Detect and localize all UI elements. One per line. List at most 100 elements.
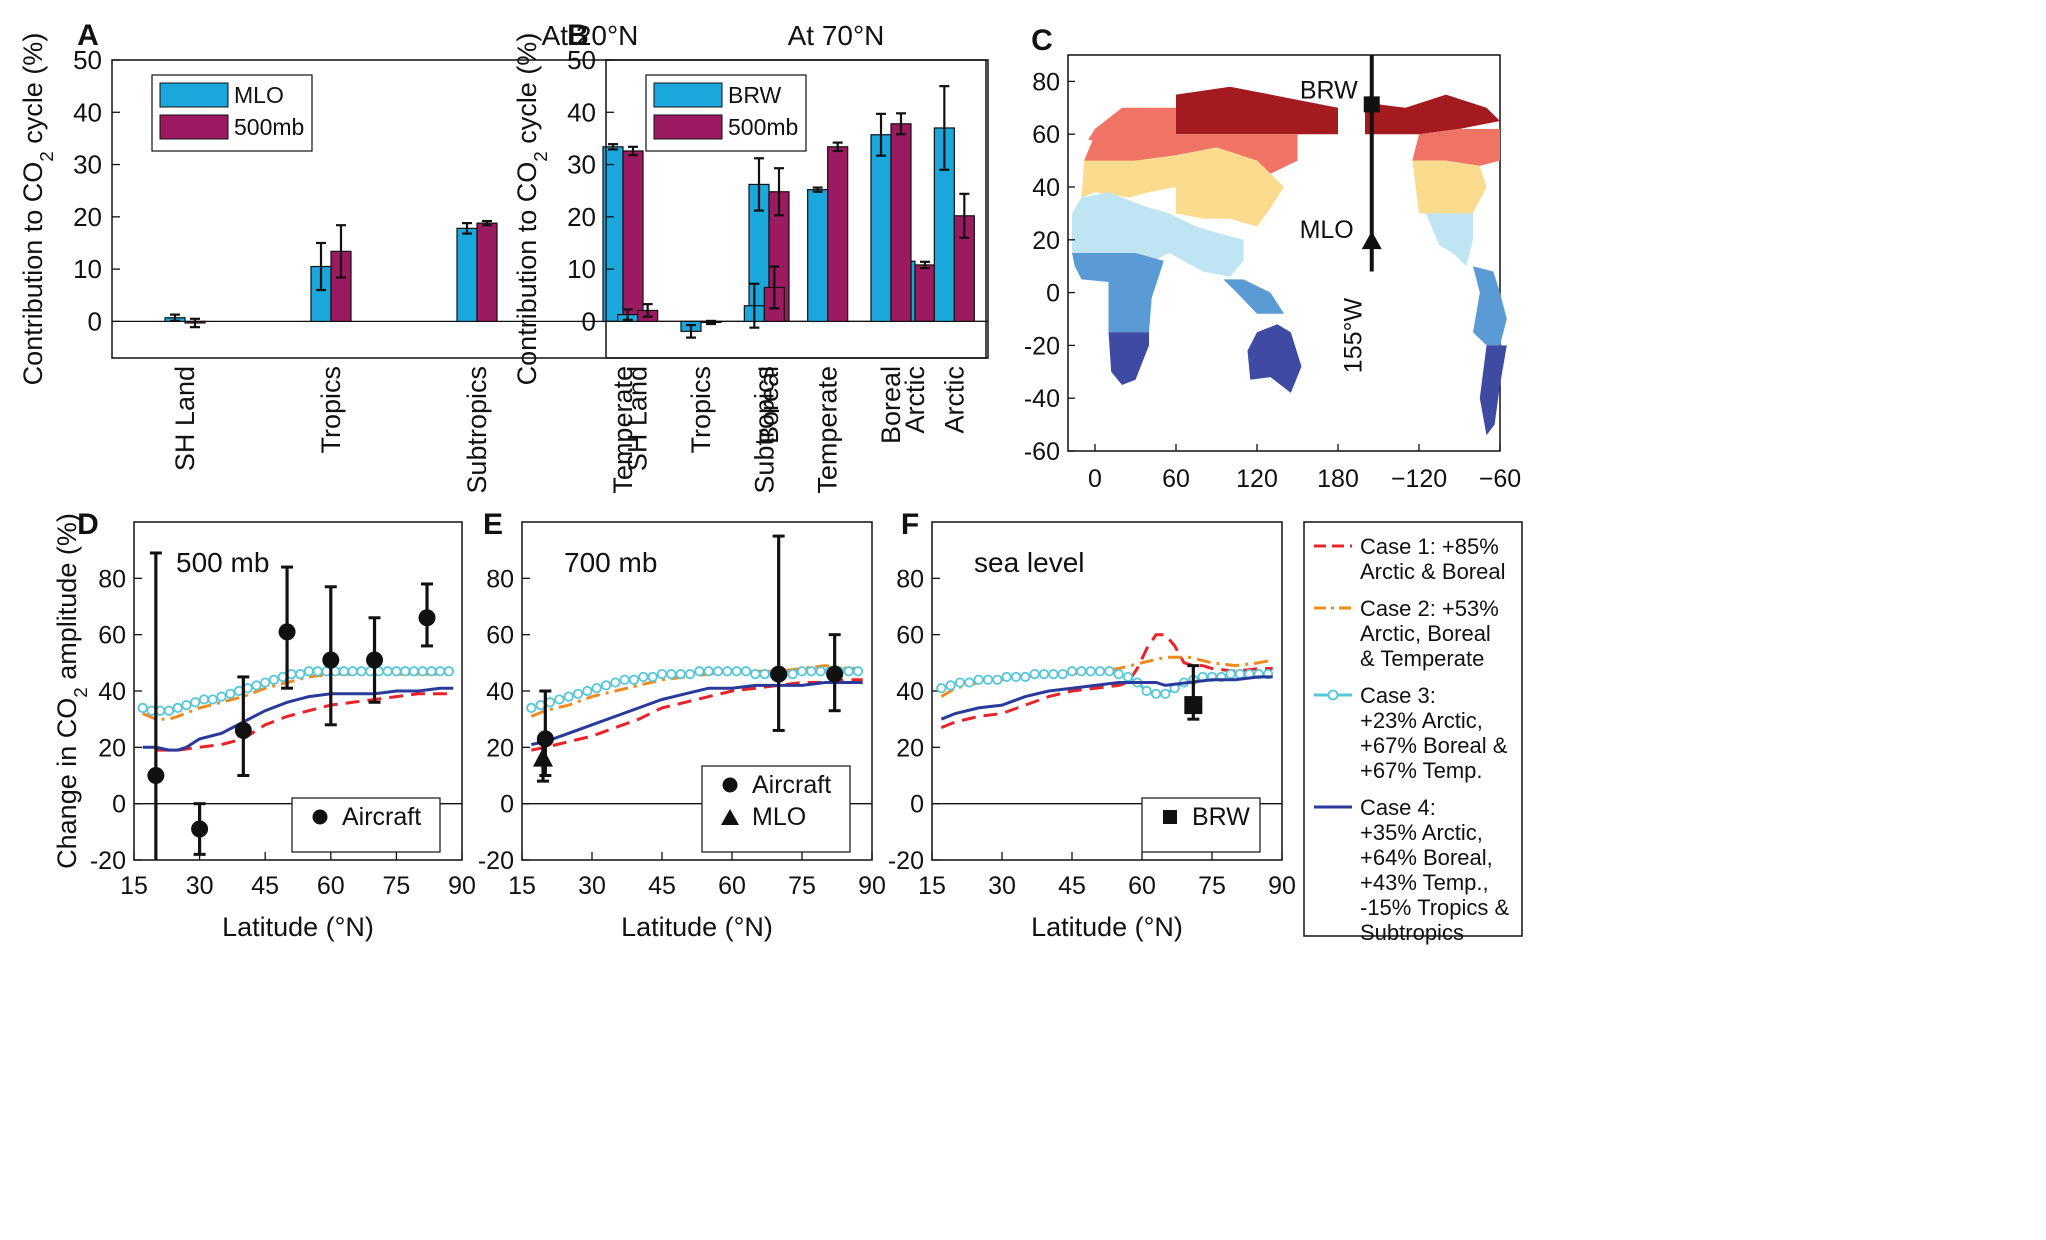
y-tick-label: 80 [98, 565, 126, 593]
y-tick-label: 60 [98, 622, 126, 650]
panel-letter: C [1031, 24, 1053, 57]
cases-legend-text: Subtropics [1360, 920, 1464, 945]
series-point [666, 668, 677, 680]
legend-label: 500mb [234, 114, 304, 140]
aircraft-point [366, 651, 384, 669]
mlo-label: MLO [1300, 216, 1354, 244]
aircraft-point [826, 665, 844, 683]
axis-label-part: amplitude (%) [52, 513, 82, 687]
panel-letter: F [901, 508, 919, 541]
x-tick-label: 60 [718, 872, 746, 900]
series-point [391, 666, 402, 677]
series-point [647, 671, 658, 683]
x-tick-label: 45 [251, 872, 279, 900]
siberia-arctic [1176, 86, 1338, 135]
axis-label-part: Change in CO [52, 698, 82, 869]
series-point [1234, 668, 1246, 680]
x-tick-label: 15 [120, 872, 148, 900]
series-line [531, 681, 863, 746]
series-point [1104, 666, 1115, 677]
x-tick-label: 120 [1236, 465, 1278, 493]
series-point [356, 666, 367, 677]
series-point [1010, 671, 1022, 683]
y-tick-label: -20 [478, 847, 514, 875]
cases-legend-text: & Temperate [1360, 646, 1484, 671]
sa-tropics [1473, 266, 1507, 346]
cases-legend-text: Case 3: [1360, 683, 1436, 708]
series-point [796, 666, 808, 677]
series-point [312, 666, 323, 677]
legend-marker [722, 777, 738, 793]
plot-frame [111, 59, 989, 359]
series-point [216, 691, 227, 702]
category-label: Subtropics [749, 366, 779, 494]
series-point [190, 697, 201, 708]
x-tick-label: 30 [988, 872, 1016, 900]
series-point [1113, 668, 1124, 680]
axis-label-subscript: 2 [531, 151, 552, 162]
axis-label-part: Contribution to CO [18, 162, 48, 386]
x-tick-label: 30 [578, 872, 606, 900]
y-tick-label: 30 [567, 150, 596, 180]
legend-swatch [159, 114, 229, 140]
y-tick-label: 20 [896, 734, 924, 762]
panel-c: C BRW MLO 155°W 80 60 40 20 0 -20 -40 -60 0 60 120 180 −… [1024, 24, 1521, 493]
y-tick-label: 80 [1032, 68, 1060, 96]
series-point [815, 666, 826, 677]
brw-label: BRW [1300, 76, 1358, 104]
category-label: Subtropics [462, 366, 492, 494]
panel-letter: E [483, 508, 503, 541]
series-point [382, 666, 393, 677]
y-axis-label: Contribution to CO2 cycle (%) [512, 33, 552, 386]
cases-legend-text: -15% Tropics & [1360, 895, 1509, 920]
series-point [338, 666, 350, 677]
cases-legend-text: +64% Boreal, [1360, 845, 1493, 870]
mlo-point [533, 747, 553, 767]
axis-label-subscript: 2 [71, 687, 92, 698]
series-point [600, 680, 612, 691]
series-point [740, 666, 752, 677]
na-boreal [1412, 128, 1500, 166]
africa-sh [1108, 332, 1149, 385]
x-tick-label: −60 [1479, 465, 1521, 493]
series-point [1020, 671, 1031, 683]
y-tick-label: -20 [1024, 332, 1060, 360]
panel-title: 700 mb [564, 547, 657, 578]
series-point [544, 697, 556, 708]
series-point [1038, 668, 1050, 680]
x-tick-label: 60 [317, 872, 345, 900]
x-tick-label: 60 [1128, 872, 1156, 900]
y-axis-label: Contribution to CO2 cycle (%) [18, 33, 58, 386]
y-tick-label: 0 [1046, 280, 1060, 308]
series-point [787, 668, 798, 680]
maritime-asia [1223, 279, 1284, 314]
series-point [619, 674, 630, 685]
category-label: SH Land [623, 366, 653, 471]
y-tick-label: 60 [896, 622, 924, 650]
legend-label: MLO [234, 82, 284, 108]
category-label: Tropics [686, 366, 716, 454]
series-point [936, 683, 947, 694]
category-label: Boreal [876, 366, 906, 444]
series-point [303, 666, 315, 677]
series-point [806, 666, 817, 677]
series-point [712, 666, 724, 677]
y-tick-label: 40 [73, 97, 102, 127]
category-label: Tropics [316, 366, 346, 454]
panel-b: B At 70°N 0 10 20 30 40 50 Contribution to CO2 c… [512, 19, 987, 494]
aircraft-point [536, 730, 554, 748]
series-point [198, 694, 210, 705]
series-point [1057, 668, 1068, 680]
y-tick-label: 20 [486, 734, 514, 762]
brw-marker [1363, 96, 1380, 113]
series-point [750, 668, 761, 680]
y-tick-label: -60 [1024, 438, 1060, 466]
legend-box [291, 797, 441, 853]
x-tick-label: 180 [1317, 465, 1359, 493]
series-point [572, 688, 584, 699]
cases-legend-text: +23% Arctic, [1360, 708, 1483, 733]
series-point [610, 677, 621, 688]
category-label: Arctic [900, 366, 930, 434]
series-point [1076, 666, 1087, 677]
cases-legend-text: +35% Arctic, [1360, 820, 1483, 845]
